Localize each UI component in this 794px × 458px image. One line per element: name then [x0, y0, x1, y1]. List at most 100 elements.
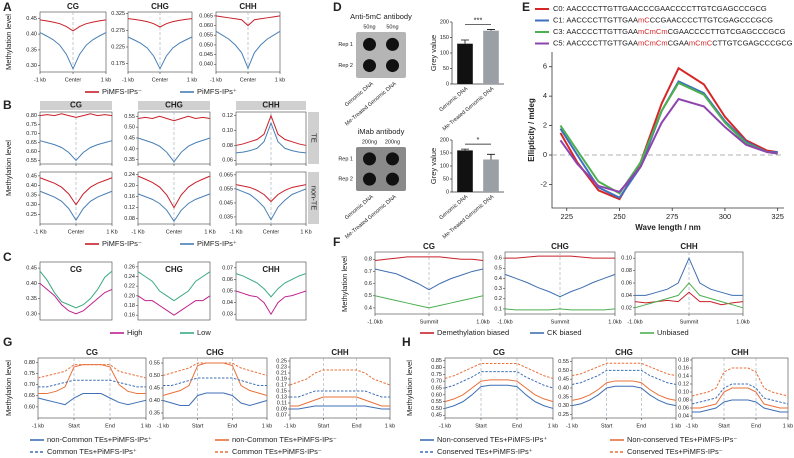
y-tick-label: 0.55: [431, 399, 442, 405]
y-tick-label: 0.045: [219, 200, 233, 206]
y-tick-label: 0.45: [124, 135, 135, 141]
y-tick-label: 0.20: [124, 293, 135, 299]
series-line: [39, 19, 107, 32]
plot-title: CHH: [262, 265, 280, 274]
panel-letter: E: [522, 0, 530, 14]
y-tick-label: 0.30: [26, 202, 37, 208]
panel-letter: A: [3, 0, 12, 14]
legend-text-part: mCmCm: [638, 27, 668, 36]
y-tick-label: 0.35: [149, 410, 160, 416]
x-tick-label: -1 Kb: [131, 229, 144, 235]
y-tick-label: 0.24: [124, 274, 135, 280]
y-tick-label: 0.25: [276, 358, 287, 364]
y-tick-label: 0.45: [149, 385, 160, 391]
legend-label: PiMFS-IPs⁺: [197, 239, 237, 248]
y-tick-label: 0.35: [26, 193, 37, 199]
legend-label: C5: AACCCCTTGTTGAAmCmCmCGAAmCmCCTTGTCGAG…: [553, 38, 793, 47]
legend-text-part: mCmC: [689, 38, 713, 47]
y-tick-label: 0.03: [222, 312, 233, 318]
y-tick-label: 0.4: [364, 305, 372, 311]
y-tick-label: 0.24: [124, 172, 135, 178]
y-tick-label: 0.275: [111, 28, 125, 34]
error-bar: [461, 148, 469, 151]
y-tick-label: 0.15: [276, 388, 287, 394]
x-tick-label: -1.0kb: [497, 319, 512, 325]
series-line: [235, 188, 307, 221]
y-tick-label: 0.17: [276, 382, 287, 388]
y-tick-label: 0.05: [222, 288, 233, 294]
amount-label: 50ng: [363, 24, 375, 30]
x-tick-label: 1 kb: [187, 77, 197, 83]
legend-label: Common TEs+PiMFS-IPs⁺: [47, 447, 137, 456]
y-tick-label: 0.4: [494, 276, 502, 282]
series-line: [374, 295, 484, 309]
x-tick-label: 1 kb: [101, 77, 111, 83]
y-tick-label: 0.12: [222, 113, 233, 119]
legend-text-part: CTTGTCGAGCCCGCG: [712, 38, 793, 47]
x-tick-label: 1 kb: [262, 423, 272, 429]
x-tick-label: 275: [666, 212, 679, 221]
series-line: [137, 295, 211, 316]
column-label: CHH: [262, 101, 280, 110]
y-tick-label: 0.55: [149, 360, 160, 366]
y-tick-label: 0.40: [26, 281, 37, 287]
x-tick-label: End: [105, 423, 115, 429]
y-tick-label: 0.55: [124, 114, 135, 120]
y-tick-label: 0.80: [24, 360, 35, 366]
plot-title: CHG: [206, 348, 224, 357]
x-tick-label: -1 kb: [210, 77, 222, 83]
x-tick-label: Center: [166, 229, 183, 235]
x-tick-label: -1 kb: [284, 423, 296, 429]
legend-label: Low: [197, 328, 211, 337]
blot-dot: [363, 172, 376, 186]
series-line: [37, 364, 147, 379]
plot-title: CG: [493, 348, 505, 357]
series-line: [137, 137, 211, 163]
x-tick-label: -1 kb: [566, 423, 578, 429]
series-line: [634, 291, 744, 306]
y-tick-label: 0.7: [364, 269, 372, 275]
series-line: [235, 184, 307, 203]
y-tick-label: 0.45: [26, 266, 37, 272]
y-tick-label: 0.40: [558, 385, 569, 391]
y-tick-label: 4: [543, 91, 547, 100]
legend-label: non-Common TEs+PiMFS-IPs⁻: [232, 435, 337, 444]
y-tick-label: 0.65: [431, 385, 442, 391]
y-tick-label: 0.12: [124, 205, 135, 211]
series-line: [571, 369, 677, 385]
bar: [457, 43, 473, 84]
y-tick-label: 0.16: [124, 194, 135, 200]
y-tick-label: 0.225: [111, 44, 125, 50]
series-line: [39, 140, 113, 162]
series-line: [635, 256, 743, 296]
x-tick-label: Center: [152, 77, 169, 83]
y-tick-label: 0.16: [124, 313, 135, 319]
plot-frame: [39, 261, 113, 321]
y-tick-label: 0.35: [26, 47, 37, 53]
series-line: [39, 270, 113, 309]
rep-label: Rep 1: [338, 156, 353, 162]
y-tick-label: 0.70: [26, 131, 37, 137]
y-tick-label: 0.25: [558, 412, 569, 418]
x-tick-label: End: [751, 423, 761, 429]
x-tick-label: 1 Kb: [204, 229, 215, 235]
blot-title: iMab antibody: [358, 127, 405, 136]
y-tick-label: 0.04: [222, 300, 233, 306]
y-tick-label: 0.10: [678, 389, 689, 395]
series-line: [444, 384, 554, 409]
plot-frame: [162, 357, 268, 419]
series-line: [504, 308, 616, 311]
series-line: [235, 273, 307, 298]
blot-dot: [363, 59, 376, 73]
y-tick-label: 0.3: [494, 286, 502, 292]
legend-text-part: CGAA: [668, 38, 689, 47]
row-header: [308, 172, 319, 224]
x-tick-label: 1.0kb: [476, 319, 489, 325]
x-tick-label: Center: [240, 77, 257, 83]
error-bar: [487, 29, 495, 31]
plot-title: CHH: [680, 242, 698, 251]
x-tick-label: -1 kb: [157, 423, 169, 429]
y-tick-label: 0.325: [111, 11, 125, 17]
series-line: [504, 273, 616, 298]
y-tick-label: 0.70: [431, 379, 442, 385]
